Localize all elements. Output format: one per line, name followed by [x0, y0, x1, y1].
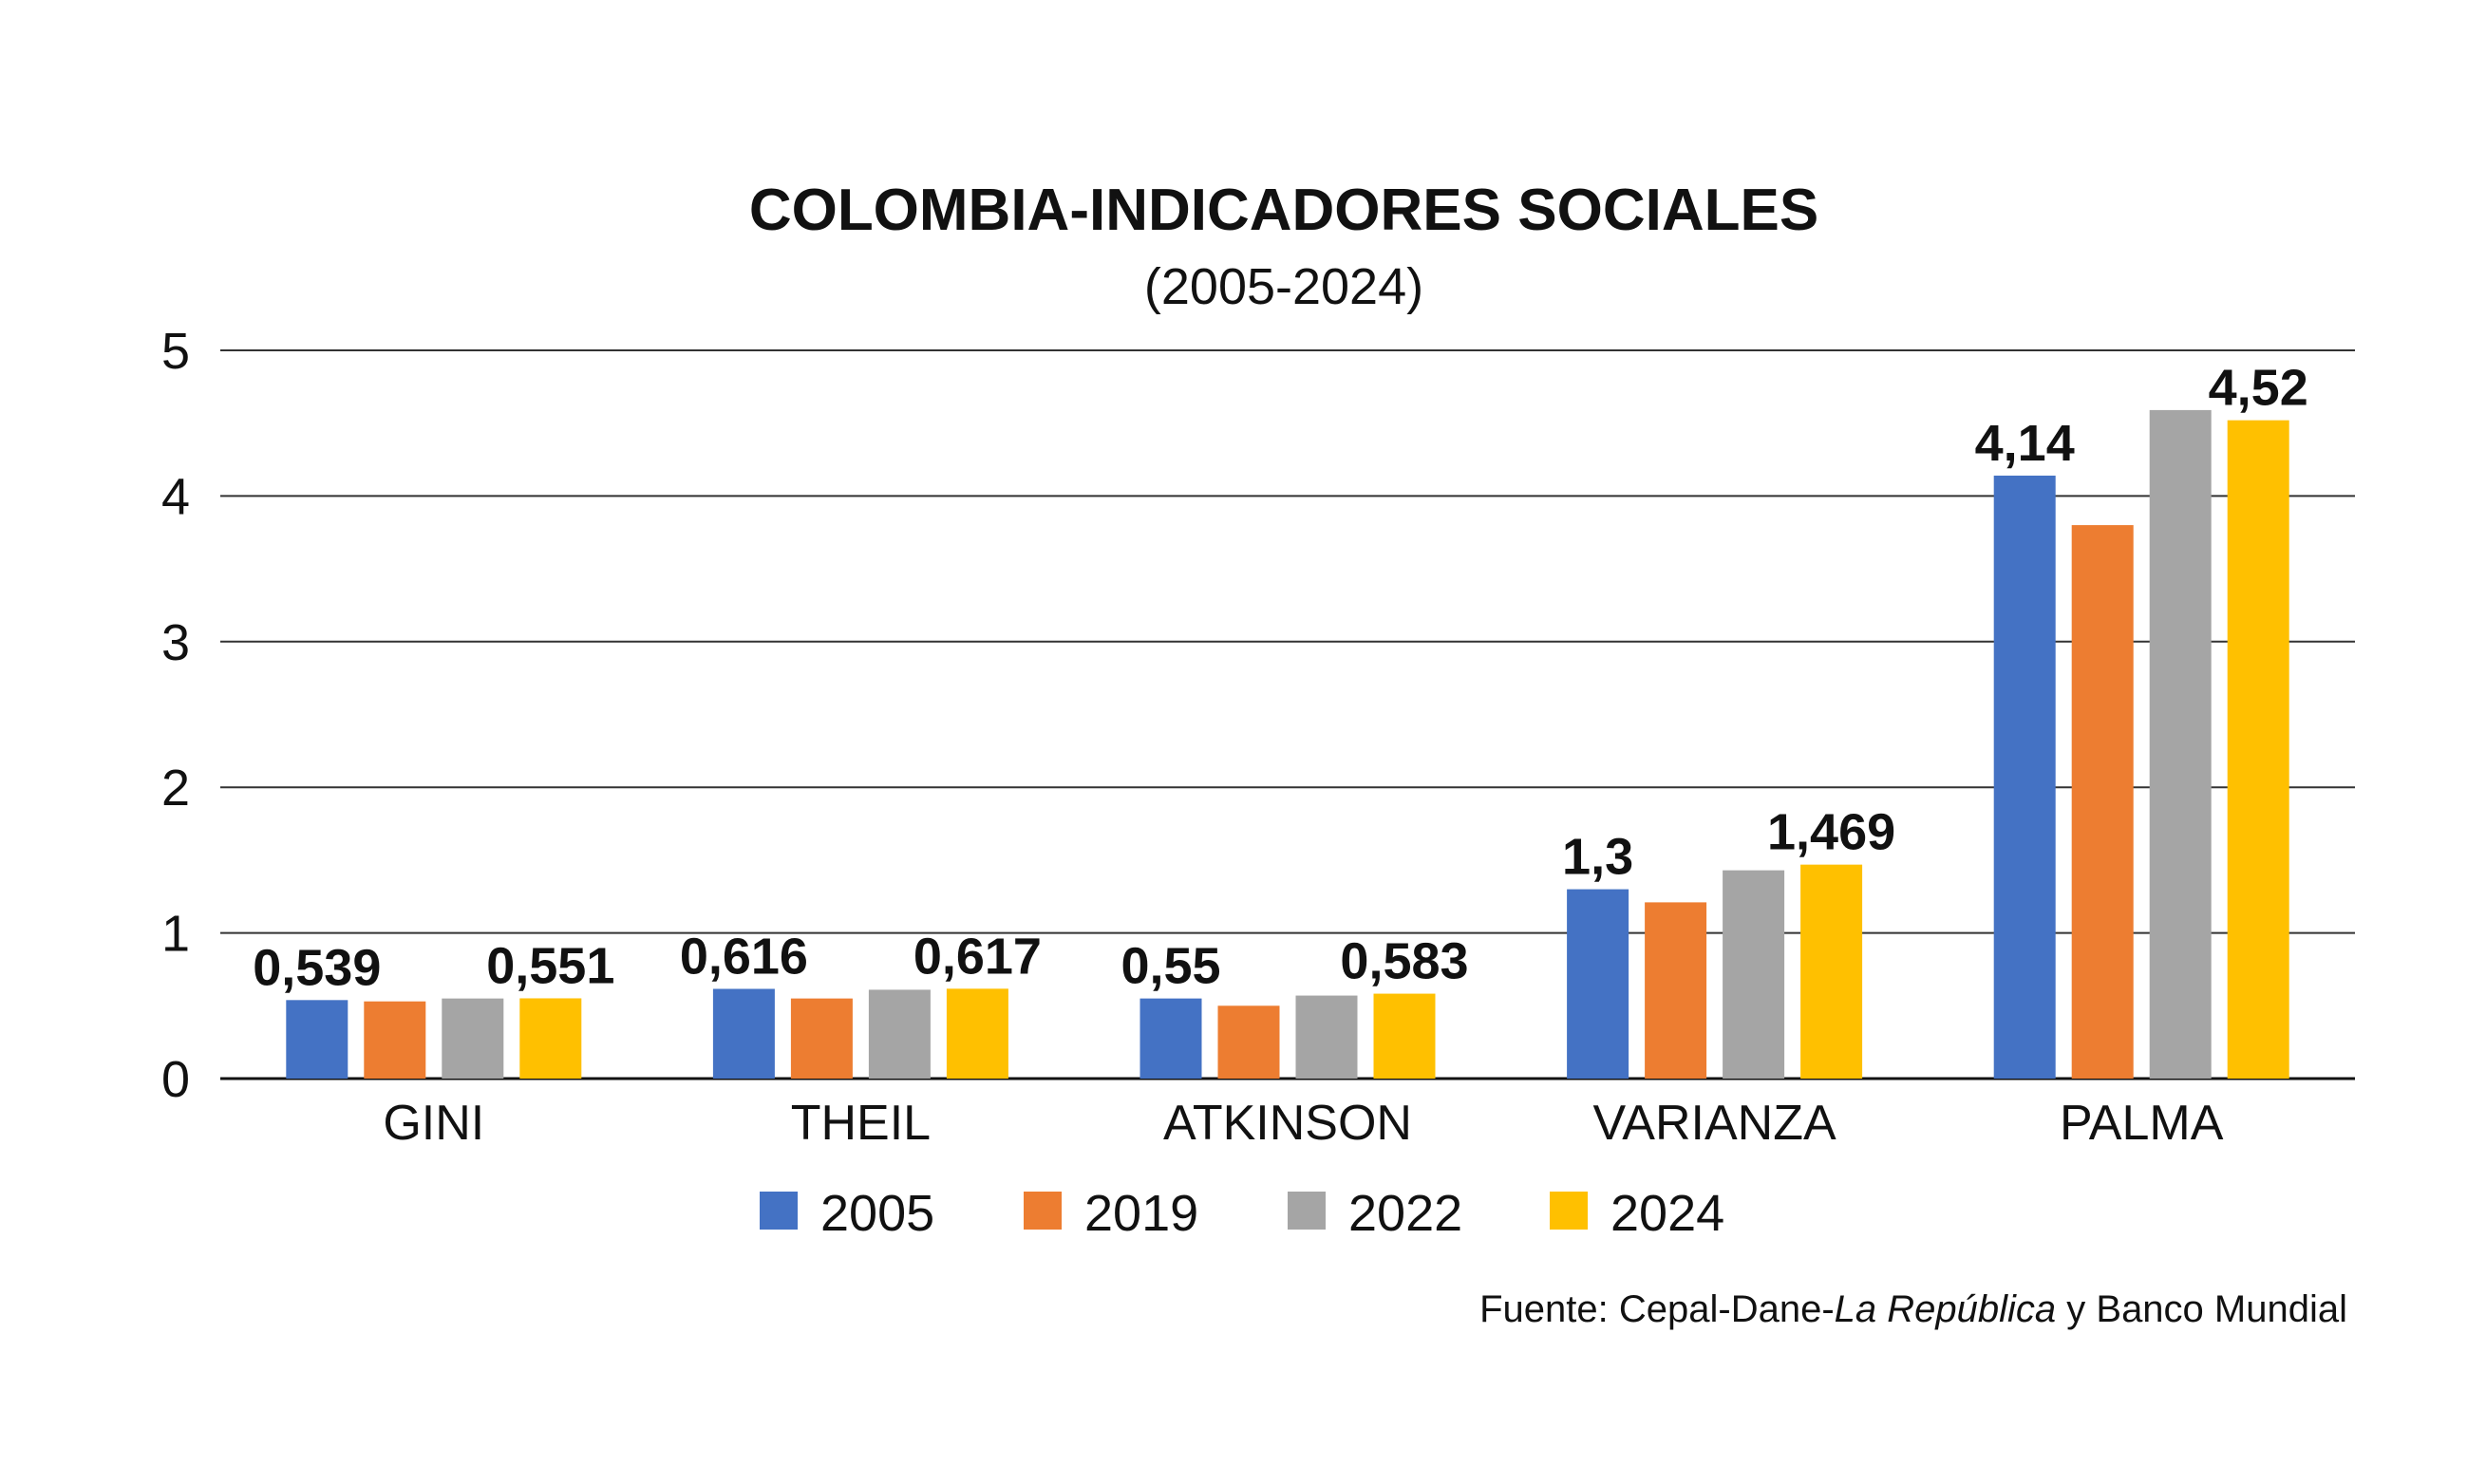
bar-2019-palma	[2071, 525, 2134, 1079]
data-label: 4,14	[1975, 415, 2075, 472]
bar-2022-varianza	[1723, 870, 1785, 1079]
bar-2005-gini	[286, 1000, 348, 1079]
bar-2024-atkinson	[1373, 993, 1436, 1079]
legend-label: 2019	[1084, 1185, 1198, 1242]
bars	[286, 409, 2289, 1080]
bar-2005-palma	[1993, 475, 2056, 1079]
data-label: 0,539	[253, 939, 381, 996]
legend-swatch	[1288, 1192, 1326, 1230]
bar-2019-atkinson	[1217, 1005, 1280, 1079]
legend-label: 2022	[1348, 1185, 1462, 1242]
y-tick-label: 2	[161, 760, 190, 817]
bar-2019-varianza	[1645, 902, 1707, 1079]
bar-2022-gini	[442, 998, 504, 1079]
legend-swatch	[1024, 1192, 1062, 1230]
data-label: 1,469	[1767, 804, 1895, 861]
category-label: PALMA	[2060, 1096, 2224, 1151]
bar-2005-atkinson	[1139, 998, 1202, 1079]
bar-2022-palma	[2149, 409, 2212, 1079]
y-tick-label: 4	[161, 468, 190, 525]
bar-2024-palma	[2227, 420, 2289, 1080]
category-labels: GINI THEIL ATKINSON VARIANZA PALMA	[383, 1096, 2223, 1151]
y-tick-label: 1	[161, 906, 190, 963]
legend-swatch	[1550, 1192, 1588, 1230]
data-label: 0,617	[913, 928, 1042, 985]
bar-2019-theil	[790, 998, 853, 1079]
bar-2024-gini	[519, 998, 582, 1079]
legend-swatch	[760, 1192, 798, 1230]
legend: 2005 2019 2022 2024	[760, 1185, 1724, 1242]
bar-2005-theil	[712, 988, 775, 1079]
data-label: 0,55	[1121, 938, 1220, 995]
y-tick-label: 3	[161, 614, 190, 671]
category-label: VARIANZA	[1592, 1096, 1836, 1151]
bar-2024-varianza	[1800, 864, 1863, 1079]
legend-label: 2005	[820, 1185, 934, 1242]
bar-2019-gini	[364, 1001, 426, 1079]
category-label: THEIL	[791, 1096, 931, 1151]
data-label: 0,616	[680, 929, 808, 986]
y-tick-label: 5	[161, 323, 190, 380]
data-label: 0,551	[486, 937, 614, 994]
legend-label: 2024	[1610, 1185, 1724, 1242]
category-label: ATKINSON	[1163, 1096, 1412, 1151]
source-note: Fuente: Cepal-Dane-La República y Banco …	[1479, 1288, 2347, 1330]
chart-subtitle: (2005-2024)	[1144, 258, 1423, 315]
data-label: 4,52	[2209, 360, 2308, 417]
bar-2022-atkinson	[1295, 995, 1358, 1079]
category-label: GINI	[383, 1096, 484, 1151]
bar-2024-theil	[946, 988, 1008, 1079]
y-tick-label: 0	[161, 1051, 190, 1108]
data-label: 0,583	[1340, 933, 1468, 990]
bar-2005-varianza	[1567, 889, 1629, 1079]
chart-title: COLOMBIA-INDICADORES SOCIALES	[749, 178, 1818, 243]
data-label: 1,3	[1562, 829, 1633, 886]
data-labels: 0,539 0,551 0,616 0,617 0,55 0,583 1,3 1,469 4,1…	[253, 360, 2308, 997]
bar-2022-theil	[868, 989, 931, 1079]
